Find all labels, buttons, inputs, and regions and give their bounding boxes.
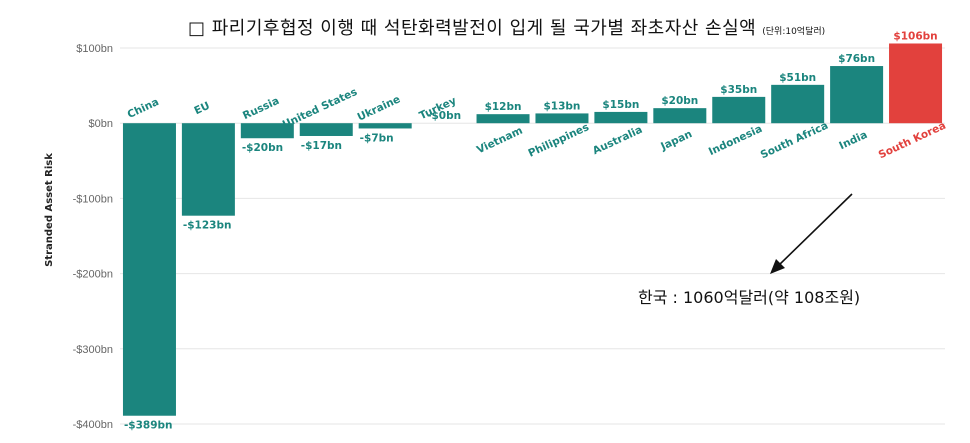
value-label: -$389bn bbox=[124, 420, 173, 432]
y-tick-label: $0bn bbox=[89, 118, 113, 130]
value-label: $35bn bbox=[720, 84, 757, 96]
category-label: Ukraine bbox=[356, 93, 403, 123]
value-label: -$0bn bbox=[427, 110, 461, 122]
y-tick-label: -$100bn bbox=[73, 193, 113, 205]
bar bbox=[535, 113, 589, 124]
value-labels: -$389bn -$123bn -$20bn -$17bn -$7bn -$0bn $12b… bbox=[124, 30, 938, 431]
value-label: $106bn bbox=[893, 30, 937, 42]
bar bbox=[712, 96, 766, 124]
bars bbox=[122, 43, 943, 416]
category-label: Philippines bbox=[527, 121, 591, 160]
category-label: Russia bbox=[241, 95, 281, 122]
callout-arrow-line bbox=[777, 193, 853, 267]
bar bbox=[771, 84, 825, 124]
value-label: $13bn bbox=[544, 100, 581, 112]
value-label: $12bn bbox=[485, 101, 522, 113]
y-axis-ticks: $100bn $0bn -$100bn -$200bn -$300bn -$400bn bbox=[73, 43, 113, 431]
value-label: $20bn bbox=[661, 95, 698, 107]
category-label: South Korea bbox=[877, 120, 948, 162]
y-tick-label: -$300bn bbox=[73, 344, 113, 356]
y-tick-label: $100bn bbox=[76, 43, 113, 55]
value-label: $76bn bbox=[838, 53, 875, 65]
callout: 한국 : 1060억달러(약 108조원) bbox=[638, 193, 860, 307]
value-label: $51bn bbox=[779, 72, 816, 84]
bar bbox=[240, 123, 294, 139]
bar bbox=[476, 114, 530, 124]
category-label: India bbox=[837, 129, 869, 152]
bar bbox=[889, 43, 943, 124]
annotation-text: 한국 : 1060억달러(약 108조원) bbox=[638, 288, 860, 307]
category-label: South Africa bbox=[759, 120, 830, 162]
bar bbox=[299, 123, 353, 136]
title-block: □ 파리기후협정 이행 때 석탄화력발전이 입게 될 국가별 좌초자산 손실액 … bbox=[188, 14, 825, 40]
category-label: Japan bbox=[658, 128, 694, 153]
bar bbox=[358, 123, 412, 129]
category-label: Vietnam bbox=[475, 125, 525, 157]
y-axis-label: Stranded Asset Risk bbox=[44, 153, 55, 267]
unit-note: (단위:10억달러) bbox=[762, 27, 826, 37]
bar bbox=[181, 123, 235, 216]
value-label: -$20bn bbox=[242, 142, 283, 154]
value-label: $15bn bbox=[602, 99, 639, 111]
chart-title: □ 파리기후협정 이행 때 석탄화력발전이 입게 될 국가별 좌초자산 손실액 bbox=[188, 18, 757, 39]
y-tick-label: -$400bn bbox=[73, 419, 113, 431]
bar bbox=[653, 108, 707, 124]
category-label: Australia bbox=[591, 124, 644, 157]
category-label: China bbox=[126, 96, 161, 121]
y-tick-label: -$200bn bbox=[73, 269, 113, 281]
bar bbox=[830, 66, 884, 124]
callout-arrow-head bbox=[770, 259, 785, 274]
value-label: -$123bn bbox=[183, 220, 232, 232]
category-label: EU bbox=[192, 100, 211, 118]
bar bbox=[122, 123, 176, 416]
value-label: -$7bn bbox=[360, 132, 394, 144]
bar bbox=[594, 111, 648, 124]
category-label: Indonesia bbox=[707, 123, 764, 158]
value-label: -$17bn bbox=[301, 140, 342, 152]
